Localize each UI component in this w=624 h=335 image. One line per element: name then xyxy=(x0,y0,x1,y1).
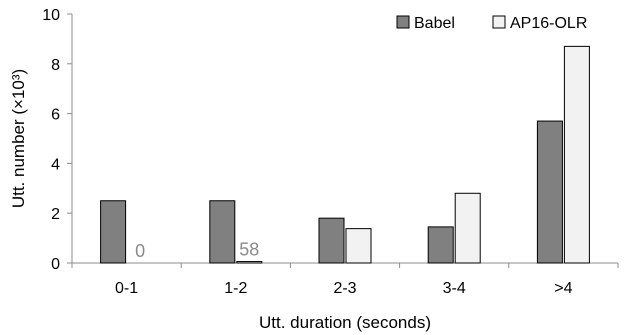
x-tick-label: 0-1 xyxy=(115,280,138,297)
bar-ap16-olr-12 xyxy=(236,261,263,264)
y-tick-label: 4 xyxy=(51,156,60,173)
y-tick-label: 8 xyxy=(51,57,60,74)
y-tick-label: 10 xyxy=(42,7,60,24)
x-tick-label: 1-2 xyxy=(224,280,247,297)
legend-label: AP16-OLR xyxy=(510,15,587,32)
bar-babel-34 xyxy=(427,226,454,264)
y-tick-label: 6 xyxy=(51,107,60,124)
bar-ap16-olr-23 xyxy=(345,228,372,264)
bar-babel-12 xyxy=(209,200,236,264)
y-axis-title: Utt. number (×10³) xyxy=(9,69,28,208)
bar-ap16-olr-4 xyxy=(563,45,590,264)
y-tick-label: 0 xyxy=(51,256,60,273)
bar-babel-4 xyxy=(536,120,563,264)
x-tick-label: 3-4 xyxy=(443,280,466,297)
bars-group xyxy=(100,45,590,264)
x-tick-label: >4 xyxy=(554,280,572,297)
x-axis-title: Utt. duration (seconds) xyxy=(259,313,431,332)
bar-babel-23 xyxy=(318,217,345,264)
data-label: 58 xyxy=(239,240,259,260)
bar-ap16-olr-34 xyxy=(454,192,481,264)
x-tick-label: 2-3 xyxy=(333,280,356,297)
bar-babel-01 xyxy=(100,200,127,264)
data-label: 0 xyxy=(135,241,145,261)
legend: Babel AP16-OLR xyxy=(396,15,587,32)
axes: 0 2 4 6 8 10 0-1 1-2 2-3 3-4 >4 Utt. duration (seco… xyxy=(9,7,619,332)
legend-swatch xyxy=(492,15,506,29)
legend-label: Babel xyxy=(414,15,455,32)
legend-swatch xyxy=(396,15,410,29)
labels-group: 0 58 xyxy=(135,240,259,261)
y-tick-label: 2 xyxy=(51,206,60,223)
